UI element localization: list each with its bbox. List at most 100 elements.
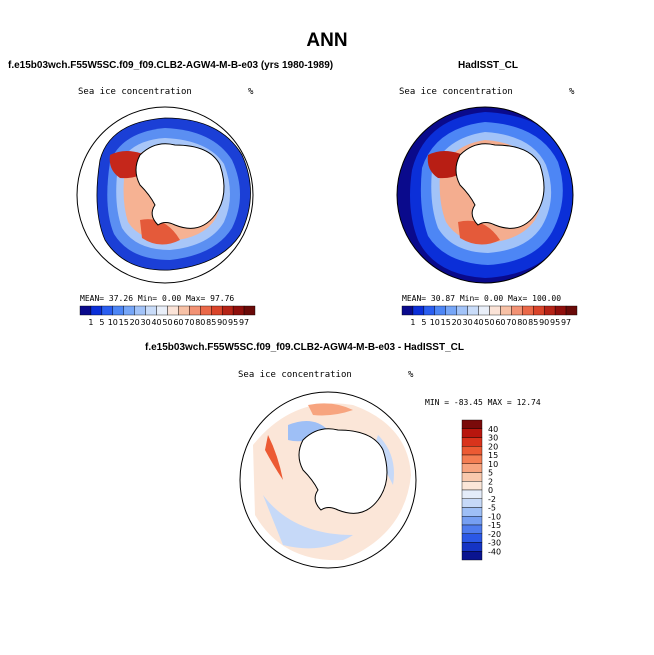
- colorbar3-tick-label: 30: [488, 434, 498, 443]
- panel1-max: 97.76: [210, 294, 235, 303]
- colorbar3-swatch: [461, 481, 483, 491]
- map-panel2: [396, 106, 574, 284]
- colorbar2-swatch: [554, 305, 567, 316]
- panel1-var-label: Sea ice concentration: [78, 87, 192, 97]
- colorbar2-tick-label: 70: [506, 318, 516, 327]
- colorbar3-swatch: [461, 463, 483, 473]
- colorbar3-tick-label: 0: [488, 486, 493, 495]
- colorbar2-tick-label: 40: [473, 318, 483, 327]
- colorbar1-tick-label: 85: [206, 318, 216, 327]
- panel1-min: 0.00: [161, 294, 182, 303]
- colorbar2-tick-label: 50: [484, 318, 494, 327]
- colorbar3-swatch: [461, 419, 483, 429]
- colorbar2-tick-label: 5: [421, 318, 426, 327]
- colorbar1-swatch: [123, 305, 135, 316]
- colorbar-panel2: 1 5 10 15 20 30 40 50 60 70 80 85 90 95 97: [401, 305, 578, 327]
- colorbar2-swatch: [565, 305, 578, 316]
- colorbar3-swatch: [461, 446, 483, 456]
- colorbar1-tick-label: 5: [99, 318, 104, 327]
- colorbar3-tick-label: 20: [488, 442, 498, 451]
- colorbar1-swatch: [90, 305, 103, 316]
- colorbar1-tick-label: 1: [88, 318, 93, 327]
- colorbar2-swatch: [533, 305, 545, 316]
- colorbar1-swatch: [243, 305, 256, 316]
- colorbar3-swatch: [461, 454, 483, 464]
- panel3-units: %: [408, 370, 414, 380]
- panel3-max: 12.74: [516, 398, 541, 407]
- panel2-subtitle: HadISST_CL: [458, 60, 519, 71]
- colorbar1-tick-label: 40: [151, 318, 161, 327]
- colorbar3-swatch: [461, 516, 483, 526]
- colorbar2-swatch: [423, 305, 436, 316]
- panel3-subtitle: f.e15b03wch.F55W5SC.f09_f09.CLB2-AGW4-M-…: [145, 342, 464, 353]
- colorbar2-swatch: [489, 305, 501, 316]
- panel2-units: %: [569, 87, 575, 97]
- colorbar1-swatch: [232, 305, 245, 316]
- colorbar1-tick-label: 97: [239, 318, 249, 327]
- panel2-mean: 30.87: [430, 294, 456, 303]
- panel3-max-label: MAX =: [487, 398, 512, 407]
- panel2-stats: MEAN= 30.87 Min= 0.00 Max= 100.00: [402, 294, 561, 303]
- panel2-min-label: Min=: [459, 294, 480, 303]
- colorbar2-swatch: [412, 305, 425, 316]
- colorbar1-swatch: [156, 305, 168, 316]
- colorbar-panel1: 1 5 10 15 20 30 40 50 60 70 80 85 90 95 97: [79, 305, 256, 327]
- colorbar3-tick-label: 2: [488, 477, 493, 486]
- colorbar3-tick-label: -15: [488, 521, 501, 530]
- colorbar2-swatch: [522, 305, 534, 316]
- panel1-subtitle: f.e15b03wch.F55W5SC.f09_f09.CLB2-AGW4-M-…: [8, 60, 334, 71]
- colorbar2-swatch: [511, 305, 523, 316]
- colorbar2-swatch: [500, 305, 512, 316]
- colorbar1-tick-label: 50: [162, 318, 172, 327]
- panel1-min-label: Min=: [137, 294, 158, 303]
- panel1-mean: 37.26: [108, 294, 134, 303]
- colorbar3-swatch: [461, 507, 483, 517]
- panel1-max-label: Max=: [186, 294, 206, 303]
- colorbar2-swatch: [467, 305, 479, 316]
- colorbar3-tick-label: -40: [488, 547, 501, 556]
- colorbar2-tick-label: 80: [517, 318, 527, 327]
- colorbar3-tick-label: -2: [488, 495, 496, 504]
- colorbar3-swatch: [461, 551, 483, 561]
- colorbar1-swatch: [178, 305, 190, 316]
- colorbar1-swatch: [221, 305, 234, 316]
- colorbar3-tick-label: 5: [488, 469, 493, 478]
- panel3-stats: MIN = -83.45 MAX = 12.74: [425, 398, 541, 407]
- colorbar3-swatch: [461, 472, 483, 482]
- colorbar3-swatch: [461, 428, 483, 438]
- colorbar2-swatch: [445, 305, 457, 316]
- map-panel1: [76, 106, 254, 284]
- colorbar3-tick-label: 15: [488, 451, 498, 460]
- colorbar1-tick-label: 20: [130, 318, 140, 327]
- panel3-min-label: MIN =: [425, 398, 450, 407]
- colorbar3-swatch: [461, 489, 483, 499]
- colorbar1-swatch: [112, 305, 124, 316]
- colorbar1-swatch: [189, 305, 201, 316]
- colorbar1-tick-label: 80: [195, 318, 205, 327]
- colorbar2-tick-label: 60: [495, 318, 505, 327]
- colorbar2-swatch: [401, 305, 414, 316]
- panel2-mean-label: MEAN=: [402, 294, 427, 303]
- colorbar2-tick-label: 90: [539, 318, 549, 327]
- colorbar2-tick-label: 1: [410, 318, 415, 327]
- panel3-min: -83.45: [453, 398, 483, 407]
- colorbar1-swatch: [145, 305, 157, 316]
- panel3-var-label: Sea ice concentration: [238, 370, 352, 380]
- colorbar2-tick-label: 20: [452, 318, 462, 327]
- colorbar1-swatch: [101, 305, 114, 316]
- colorbar1-swatch: [200, 305, 212, 316]
- colorbar3-tick-label: -30: [488, 539, 501, 548]
- colorbar1-tick-label: 15: [119, 318, 129, 327]
- colorbar3-tick-label: -5: [488, 504, 496, 513]
- panel1-stats: MEAN= 37.26 Min= 0.00 Max= 97.76: [80, 294, 234, 303]
- colorbar1-swatch: [167, 305, 179, 316]
- panel1-units: %: [248, 87, 254, 97]
- colorbar2-swatch: [456, 305, 468, 316]
- colorbar2-tick-label: 30: [463, 318, 473, 327]
- panel2-max: 100.00: [532, 294, 562, 303]
- colorbar3-swatch: [461, 524, 483, 534]
- panel2-min: 0.00: [483, 294, 504, 303]
- colorbar2-tick-label: 97: [561, 318, 571, 327]
- colorbar2-tick-label: 85: [528, 318, 538, 327]
